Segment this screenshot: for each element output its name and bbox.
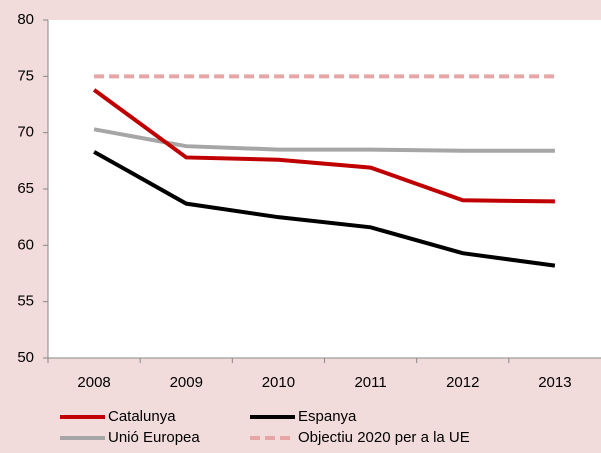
legend-label: Objectiu 2020 per a la UE bbox=[298, 429, 470, 446]
legend-label: Espanya bbox=[298, 408, 357, 425]
plot-area bbox=[48, 20, 601, 358]
y-tick-label: 80 bbox=[17, 11, 34, 28]
y-tick-label: 60 bbox=[17, 236, 34, 253]
y-tick-label: 55 bbox=[17, 293, 34, 310]
series-line bbox=[93, 150, 556, 268]
x-tick-label: 2010 bbox=[262, 374, 295, 391]
y-tick-label: 70 bbox=[17, 124, 34, 141]
series-line bbox=[92, 88, 555, 204]
x-tick-label: 2012 bbox=[446, 374, 479, 391]
x-tick-label: 2013 bbox=[538, 374, 571, 391]
x-tick-label: 2009 bbox=[170, 374, 203, 391]
y-tick-label: 65 bbox=[17, 180, 34, 197]
y-tick-label: 75 bbox=[17, 67, 34, 84]
legend-label: Catalunya bbox=[108, 408, 176, 425]
x-tick-label: 2008 bbox=[77, 374, 110, 391]
legend-label: Unió Europea bbox=[108, 429, 200, 446]
y-tick-label: 50 bbox=[17, 349, 34, 366]
x-tick-label: 2011 bbox=[354, 374, 386, 391]
series-line bbox=[93, 127, 555, 153]
